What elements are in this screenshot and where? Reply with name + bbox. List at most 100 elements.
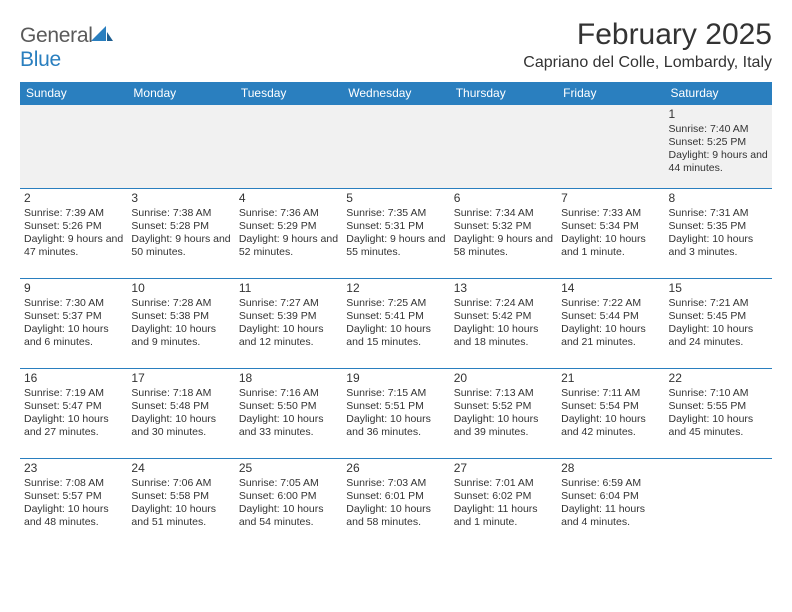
brand-name: GeneralBlue <box>20 24 113 72</box>
day-header: Friday <box>557 82 664 105</box>
day-cell: 7Sunrise: 7:33 AMSunset: 5:34 PMDaylight… <box>557 189 664 279</box>
day-cell: 5Sunrise: 7:35 AMSunset: 5:31 PMDaylight… <box>342 189 449 279</box>
day-number: 4 <box>239 191 338 206</box>
day-details: Sunrise: 7:06 AMSunset: 5:58 PMDaylight:… <box>131 477 230 530</box>
day-details: Sunrise: 7:39 AMSunset: 5:26 PMDaylight:… <box>24 207 123 260</box>
day-number: 24 <box>131 461 230 476</box>
day-cell: 27Sunrise: 7:01 AMSunset: 6:02 PMDayligh… <box>450 459 557 549</box>
day-details: Sunrise: 7:03 AMSunset: 6:01 PMDaylight:… <box>346 477 445 530</box>
day-details: Sunrise: 7:15 AMSunset: 5:51 PMDaylight:… <box>346 387 445 440</box>
day-header: Thursday <box>450 82 557 105</box>
day-details: Sunrise: 7:27 AMSunset: 5:39 PMDaylight:… <box>239 297 338 350</box>
day-header: Sunday <box>20 82 127 105</box>
calendar-document: GeneralBlue February 2025 Capriano del C… <box>0 0 792 559</box>
day-details: Sunrise: 6:59 AMSunset: 6:04 PMDaylight:… <box>561 477 660 530</box>
day-number: 20 <box>454 371 553 386</box>
day-cell: 19Sunrise: 7:15 AMSunset: 5:51 PMDayligh… <box>342 369 449 459</box>
day-details: Sunrise: 7:11 AMSunset: 5:54 PMDaylight:… <box>561 387 660 440</box>
empty-cell <box>557 105 664 189</box>
month-title: February 2025 <box>523 18 772 52</box>
empty-cell <box>450 105 557 189</box>
day-cell: 25Sunrise: 7:05 AMSunset: 6:00 PMDayligh… <box>235 459 342 549</box>
day-cell: 14Sunrise: 7:22 AMSunset: 5:44 PMDayligh… <box>557 279 664 369</box>
day-cell: 15Sunrise: 7:21 AMSunset: 5:45 PMDayligh… <box>665 279 772 369</box>
day-details: Sunrise: 7:36 AMSunset: 5:29 PMDaylight:… <box>239 207 338 260</box>
day-cell: 8Sunrise: 7:31 AMSunset: 5:35 PMDaylight… <box>665 189 772 279</box>
day-details: Sunrise: 7:30 AMSunset: 5:37 PMDaylight:… <box>24 297 123 350</box>
day-number: 28 <box>561 461 660 476</box>
empty-cell <box>342 105 449 189</box>
day-cell: 4Sunrise: 7:36 AMSunset: 5:29 PMDaylight… <box>235 189 342 279</box>
day-header: Wednesday <box>342 82 449 105</box>
day-cell: 1Sunrise: 7:40 AMSunset: 5:25 PMDaylight… <box>665 105 772 189</box>
day-number: 19 <box>346 371 445 386</box>
day-details: Sunrise: 7:21 AMSunset: 5:45 PMDaylight:… <box>669 297 768 350</box>
day-number: 25 <box>239 461 338 476</box>
day-details: Sunrise: 7:08 AMSunset: 5:57 PMDaylight:… <box>24 477 123 530</box>
day-details: Sunrise: 7:40 AMSunset: 5:25 PMDaylight:… <box>669 123 768 176</box>
empty-cell <box>665 459 772 549</box>
brand-sail-icon <box>91 24 113 48</box>
day-cell: 11Sunrise: 7:27 AMSunset: 5:39 PMDayligh… <box>235 279 342 369</box>
day-cell: 26Sunrise: 7:03 AMSunset: 6:01 PMDayligh… <box>342 459 449 549</box>
day-cell: 21Sunrise: 7:11 AMSunset: 5:54 PMDayligh… <box>557 369 664 459</box>
location-text: Capriano del Colle, Lombardy, Italy <box>523 54 772 72</box>
day-number: 2 <box>24 191 123 206</box>
day-number: 17 <box>131 371 230 386</box>
week-row: 23Sunrise: 7:08 AMSunset: 5:57 PMDayligh… <box>20 459 772 549</box>
day-number: 7 <box>561 191 660 206</box>
day-cell: 20Sunrise: 7:13 AMSunset: 5:52 PMDayligh… <box>450 369 557 459</box>
day-cell: 16Sunrise: 7:19 AMSunset: 5:47 PMDayligh… <box>20 369 127 459</box>
brand-word-1: General <box>20 24 93 47</box>
day-number: 11 <box>239 281 338 296</box>
day-number: 3 <box>131 191 230 206</box>
day-cell: 9Sunrise: 7:30 AMSunset: 5:37 PMDaylight… <box>20 279 127 369</box>
title-block: February 2025 Capriano del Colle, Lombar… <box>523 18 772 78</box>
day-details: Sunrise: 7:22 AMSunset: 5:44 PMDaylight:… <box>561 297 660 350</box>
day-details: Sunrise: 7:33 AMSunset: 5:34 PMDaylight:… <box>561 207 660 260</box>
week-row: 16Sunrise: 7:19 AMSunset: 5:47 PMDayligh… <box>20 369 772 459</box>
brand-word-2: Blue <box>20 48 61 71</box>
day-number: 12 <box>346 281 445 296</box>
day-number: 10 <box>131 281 230 296</box>
week-row: 1Sunrise: 7:40 AMSunset: 5:25 PMDaylight… <box>20 105 772 189</box>
day-number: 18 <box>239 371 338 386</box>
day-number: 16 <box>24 371 123 386</box>
day-number: 14 <box>561 281 660 296</box>
day-number: 8 <box>669 191 768 206</box>
day-details: Sunrise: 7:05 AMSunset: 6:00 PMDaylight:… <box>239 477 338 530</box>
day-cell: 13Sunrise: 7:24 AMSunset: 5:42 PMDayligh… <box>450 279 557 369</box>
empty-cell <box>20 105 127 189</box>
day-details: Sunrise: 7:13 AMSunset: 5:52 PMDaylight:… <box>454 387 553 440</box>
day-number: 1 <box>669 107 768 122</box>
day-number: 21 <box>561 371 660 386</box>
brand-logo: GeneralBlue <box>20 24 113 72</box>
day-number: 13 <box>454 281 553 296</box>
day-details: Sunrise: 7:18 AMSunset: 5:48 PMDaylight:… <box>131 387 230 440</box>
empty-cell <box>127 105 234 189</box>
day-cell: 24Sunrise: 7:06 AMSunset: 5:58 PMDayligh… <box>127 459 234 549</box>
day-details: Sunrise: 7:31 AMSunset: 5:35 PMDaylight:… <box>669 207 768 260</box>
day-header-row: SundayMondayTuesdayWednesdayThursdayFrid… <box>20 82 772 105</box>
day-details: Sunrise: 7:10 AMSunset: 5:55 PMDaylight:… <box>669 387 768 440</box>
day-cell: 17Sunrise: 7:18 AMSunset: 5:48 PMDayligh… <box>127 369 234 459</box>
day-cell: 12Sunrise: 7:25 AMSunset: 5:41 PMDayligh… <box>342 279 449 369</box>
day-number: 6 <box>454 191 553 206</box>
calendar-grid: SundayMondayTuesdayWednesdayThursdayFrid… <box>20 82 772 549</box>
day-cell: 28Sunrise: 6:59 AMSunset: 6:04 PMDayligh… <box>557 459 664 549</box>
day-details: Sunrise: 7:01 AMSunset: 6:02 PMDaylight:… <box>454 477 553 530</box>
day-number: 15 <box>669 281 768 296</box>
day-number: 9 <box>24 281 123 296</box>
day-cell: 18Sunrise: 7:16 AMSunset: 5:50 PMDayligh… <box>235 369 342 459</box>
day-details: Sunrise: 7:16 AMSunset: 5:50 PMDaylight:… <box>239 387 338 440</box>
day-cell: 22Sunrise: 7:10 AMSunset: 5:55 PMDayligh… <box>665 369 772 459</box>
empty-cell <box>235 105 342 189</box>
day-cell: 2Sunrise: 7:39 AMSunset: 5:26 PMDaylight… <box>20 189 127 279</box>
day-details: Sunrise: 7:35 AMSunset: 5:31 PMDaylight:… <box>346 207 445 260</box>
day-header: Saturday <box>665 82 772 105</box>
day-number: 26 <box>346 461 445 476</box>
day-number: 22 <box>669 371 768 386</box>
day-details: Sunrise: 7:25 AMSunset: 5:41 PMDaylight:… <box>346 297 445 350</box>
day-number: 5 <box>346 191 445 206</box>
header: GeneralBlue February 2025 Capriano del C… <box>20 18 772 78</box>
